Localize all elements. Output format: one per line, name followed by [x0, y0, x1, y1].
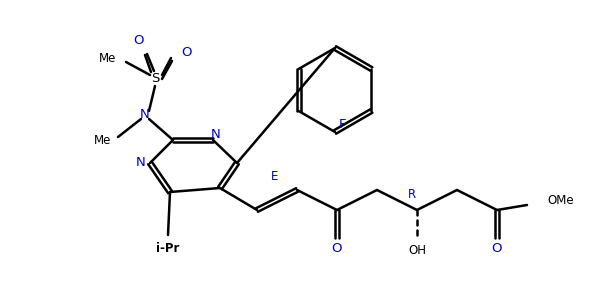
Text: N: N [136, 157, 146, 170]
Text: O: O [331, 241, 343, 255]
Text: Me: Me [99, 51, 117, 64]
Text: O: O [133, 34, 143, 48]
Text: Me: Me [94, 133, 112, 146]
Text: O: O [492, 241, 502, 255]
Text: S: S [151, 72, 159, 85]
Text: OH: OH [408, 244, 426, 257]
Text: N: N [211, 127, 221, 140]
Text: F: F [339, 118, 347, 130]
Text: N: N [140, 108, 150, 121]
Text: R: R [408, 189, 416, 201]
Text: E: E [271, 170, 279, 184]
Text: i-Pr: i-Pr [156, 241, 180, 255]
Text: O: O [181, 47, 191, 59]
Text: OMe: OMe [547, 194, 574, 206]
